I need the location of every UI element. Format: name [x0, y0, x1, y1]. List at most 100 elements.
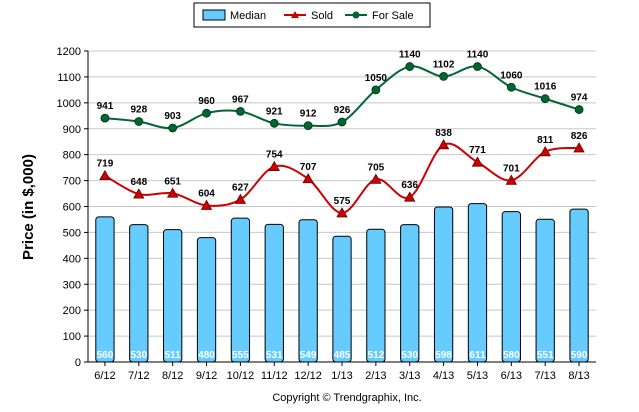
sold-data-label: 648 [130, 177, 147, 188]
y-tick-label: 900 [63, 124, 81, 136]
sold-data-label: 707 [300, 162, 317, 173]
legend-marker-sold [291, 11, 299, 18]
median-bar-label: 560 [97, 350, 114, 361]
for-sale-data-label: 921 [266, 106, 283, 117]
median-bar-label: 611 [469, 350, 486, 361]
sold-data-label: 811 [537, 135, 554, 146]
y-tick-label: 1200 [57, 46, 81, 58]
median-bar [129, 224, 149, 363]
x-tick-label: 5/13 [467, 370, 488, 382]
for-sale-point [439, 71, 449, 81]
sold-data-label: 705 [368, 162, 385, 173]
legend-label-for-sale: For Sale [372, 10, 414, 22]
median-bar-label: 580 [503, 350, 520, 361]
median-bar-label: 555 [232, 350, 249, 361]
for-sale-data-label: 926 [334, 105, 351, 116]
x-tick-label: 11/12 [261, 370, 288, 382]
x-tick-label: 2/13 [365, 370, 386, 382]
for-sale-point [473, 62, 482, 71]
for-sale-point [235, 106, 245, 116]
median-bar-label: 590 [571, 350, 588, 361]
median-bar [569, 208, 589, 363]
sold-point [234, 193, 247, 204]
sold-point [200, 199, 213, 210]
for-sale-point [540, 94, 550, 104]
sold-point [268, 160, 280, 171]
median-bar-label: 549 [300, 350, 317, 361]
x-tick-label: 3/13 [399, 370, 420, 382]
line-data-labels: 719 648 651 604 627 754 707 575 705 636 838 771 701 8… [97, 50, 588, 207]
for-sale-data-label: 1060 [500, 70, 523, 81]
for-sale-data-label: 912 [300, 109, 317, 120]
y-tick-label: 300 [63, 279, 81, 291]
for-sale-point [303, 121, 313, 131]
sold-point [539, 145, 551, 157]
for-sale-point [202, 108, 211, 118]
median-bar-label: 531 [266, 350, 283, 361]
median-bar-labels: 560 530 511 480 555 531 549 485 512 530 598 611 580 5… [97, 350, 588, 361]
y-tick-label: 1000 [57, 98, 81, 110]
sold-data-label: 636 [401, 180, 418, 191]
for-sale-point [337, 117, 347, 127]
y-tick-label: 1100 [57, 72, 81, 84]
median-bar [332, 235, 352, 363]
median-bar [298, 219, 318, 363]
for-sale-point [371, 85, 381, 95]
y-tick-label: 400 [63, 253, 81, 265]
for-sale-point [574, 105, 584, 114]
median-bar [230, 217, 251, 363]
sold-point [99, 169, 111, 181]
for-sale-data-label: 1140 [399, 50, 421, 61]
y-axis-label: Price (in $,000) [20, 154, 37, 260]
line-series [99, 62, 585, 218]
median-bar-label: 485 [334, 350, 351, 361]
median-bar-label: 512 [368, 350, 385, 361]
sold-data-label: 719 [97, 159, 114, 170]
x-tick-label: 1/13 [331, 370, 352, 382]
for-sale-data-label: 903 [164, 111, 181, 122]
median-bar [95, 216, 115, 363]
legend: Median Sold For Sale [193, 2, 431, 28]
for-sale-data-label: 1140 [467, 50, 489, 61]
median-bar [501, 211, 521, 363]
sold-point [370, 173, 382, 184]
median-bar-label: 480 [198, 350, 215, 361]
x-tick-label: 4/13 [433, 370, 454, 382]
median-bar [163, 229, 183, 363]
x-tick-label: 10/12 [227, 370, 255, 382]
for-sale-data-label: 1102 [433, 59, 455, 70]
sold-data-label: 754 [266, 150, 283, 161]
x-tick-label: 7/12 [128, 370, 149, 382]
copyright-text: Copyright © Trendgraphix, Inc. [272, 392, 421, 404]
for-sale-data-label: 941 [97, 101, 114, 112]
median-bar [196, 237, 217, 363]
sold-data-label: 575 [334, 196, 351, 207]
y-tick-label: 200 [63, 305, 81, 317]
sold-data-label: 771 [469, 145, 486, 156]
median-bar [366, 228, 386, 363]
y-tick-label: 0 [75, 357, 81, 369]
median-bar-label: 598 [435, 350, 452, 361]
x-tick-label: 12/12 [294, 370, 322, 382]
median-bar [400, 224, 420, 363]
median-bar [264, 223, 284, 363]
y-tick-label: 500 [63, 227, 81, 239]
x-tick-label: 8/12 [162, 370, 183, 382]
x-tick-label: 9/12 [196, 370, 217, 382]
for-sale-data-label: 974 [571, 93, 588, 104]
median-bar-label: 530 [401, 350, 418, 361]
sold-data-label: 826 [571, 131, 588, 142]
x-tick-label: 8/13 [568, 370, 589, 382]
y-tick-label: 100 [63, 331, 81, 343]
sold-data-label: 627 [232, 183, 249, 194]
sold-point [166, 187, 179, 198]
y-axis: 0 100 200 300 400 500 600 700 800 900 1000 1100 1200 [57, 46, 89, 369]
sold-point [133, 188, 145, 199]
sold-point [505, 174, 518, 185]
median-bar [535, 218, 555, 363]
x-tick-label: 6/12 [94, 370, 115, 382]
median-bar-label: 551 [537, 350, 554, 361]
sold-point [471, 156, 484, 167]
sold-point [302, 172, 314, 184]
legend-swatch-median [202, 9, 226, 21]
